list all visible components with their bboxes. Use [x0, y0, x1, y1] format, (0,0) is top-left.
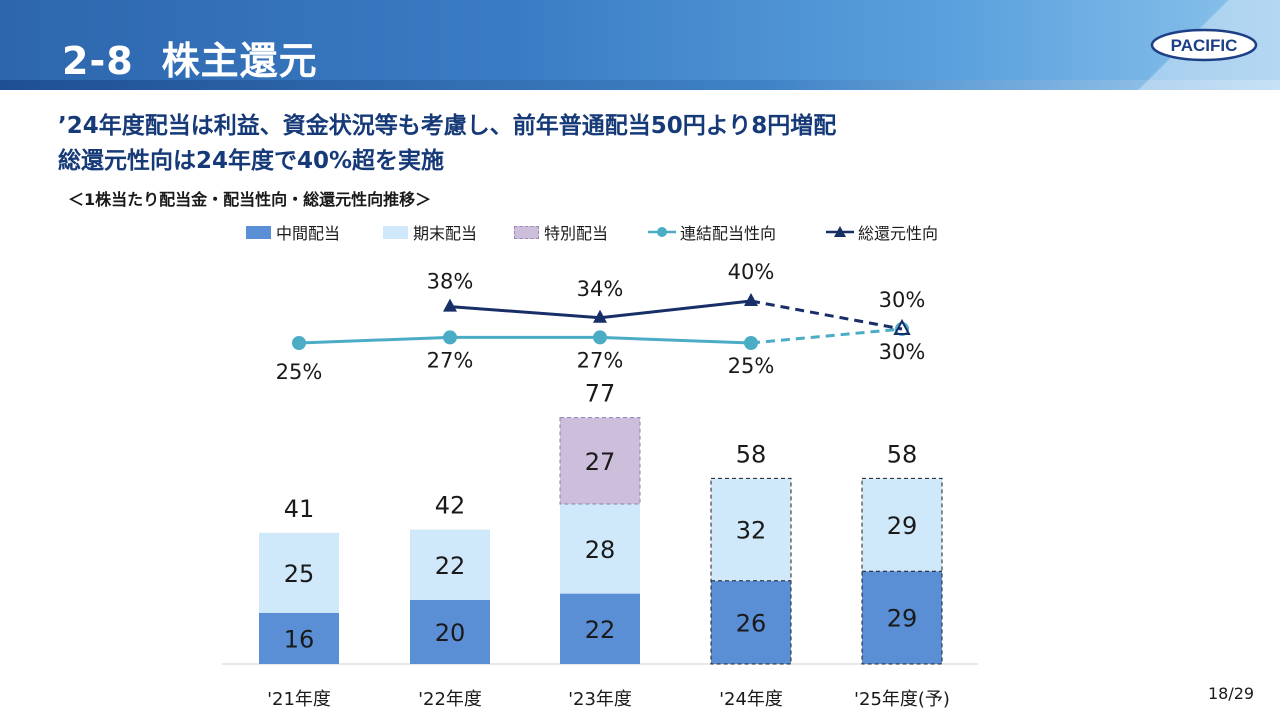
total-return-ratio-label: 30%: [879, 288, 926, 312]
total-return-ratio-label: 34%: [577, 277, 624, 301]
bar-interim: [862, 571, 942, 664]
legend-payout-marker: [648, 227, 676, 237]
bar-year-end: [259, 532, 339, 613]
bar-interim: [259, 612, 339, 664]
total-return-ratio-segment: [449, 305, 601, 320]
logo-text: PACIFIC: [1171, 36, 1238, 55]
headline-line-1: ’24年度配当は利益、資金状況等も考慮し、前年普通配当50円より8円増配: [58, 113, 837, 139]
bar-interim-label: 22: [585, 616, 616, 644]
total-return-ratio-point: [443, 298, 457, 312]
bar-year-end: [711, 478, 791, 581]
legend-payout-label: 連結配当性向: [680, 224, 777, 243]
total-return-ratio-point: [593, 309, 607, 323]
section-number: 2-8: [62, 39, 134, 83]
legend-special-label: 特別配当: [544, 224, 609, 243]
payout-ratio-point: [443, 330, 457, 345]
bar-total-label: 41: [284, 495, 315, 523]
payout-ratio-label: 27%: [577, 348, 624, 372]
legend-interim-label: 中間配当: [276, 224, 341, 243]
payout-ratio-point: [744, 336, 758, 350]
bar-total-label: 58: [736, 440, 767, 468]
total-return-ratio-segment: [599, 299, 752, 320]
pacific-logo: PACIFIC: [1150, 28, 1258, 62]
total-return-ratio-label: 40%: [728, 260, 775, 284]
total-return-ratio-point: [893, 318, 911, 335]
payout-ratio-label: 30%: [879, 340, 926, 364]
total-return-ratio-label: 38%: [427, 270, 474, 294]
bar-total-label: 77: [585, 380, 616, 408]
bar-total-label: 42: [435, 492, 466, 520]
x-tick-label: '22年度: [418, 689, 482, 710]
payout-ratio-label: 27%: [427, 348, 474, 372]
bar-special: [559, 417, 641, 505]
section-title: 株主還元: [161, 39, 318, 83]
bar-interim-label: 20: [435, 619, 466, 647]
payout-ratio-point: [292, 336, 306, 350]
payout-ratio-segment: [298, 335, 451, 345]
header-banner: 2-8 株主還元 PACIFIC: [0, 0, 1280, 90]
page-title: 2-8 株主還元: [62, 30, 318, 85]
page-number: 18/29: [1208, 684, 1255, 703]
bar-year-end: [560, 504, 640, 594]
x-tick-label: '21年度: [267, 689, 331, 710]
header-background: [0, 0, 1280, 80]
payout-ratio-label: 25%: [276, 360, 323, 384]
legend-interim-swatch: [246, 225, 271, 239]
bar-interim: [711, 580, 791, 664]
bar-interim: [560, 593, 640, 664]
bar-year-end: [410, 529, 490, 600]
legend-total-return-marker: [826, 226, 854, 237]
chart-subtitle: ＜1株当たり配当金・配当性向・総還元性向推移＞: [68, 190, 432, 209]
bar-year-end-label: 29: [887, 512, 918, 540]
payout-ratio-label: 25%: [728, 354, 775, 378]
bar-year-end-label: 25: [284, 560, 315, 588]
bar-year-end-label: 32: [736, 517, 767, 545]
bar-total-label: 58: [887, 440, 918, 468]
x-tick-label: '25年度(予): [854, 689, 950, 710]
payout-ratio-segment: [750, 327, 903, 345]
legend-year-end-label: 期末配当: [413, 224, 478, 243]
bar-year-end-label: 22: [435, 552, 466, 580]
x-tick-label: '24年度: [719, 689, 783, 710]
bar-year-end-label: 28: [585, 536, 616, 564]
x-tick-label: '23年度: [568, 689, 632, 710]
bar-special-label: 27: [585, 448, 616, 476]
legend-payout: 連結配当性向: [648, 220, 776, 244]
legend-year-end: 期末配当: [383, 220, 477, 244]
total-return-ratio-point: [744, 293, 758, 306]
bar-year-end: [862, 478, 942, 572]
payout-ratio-segment: [599, 335, 752, 345]
payout-ratio-point: [593, 330, 607, 345]
legend-interim: 中間配当: [246, 220, 340, 244]
header-stripe: [0, 80, 1280, 90]
legend-total-return: 総還元性向: [826, 220, 938, 244]
legend-total-return-label: 総還元性向: [858, 224, 939, 243]
headline-line-2: 総還元性向は24年度で40%超を実施: [58, 148, 445, 174]
bar-interim-label: 26: [736, 609, 767, 637]
legend-special-swatch: [514, 225, 539, 239]
legend-special: 特別配当: [514, 220, 608, 244]
total-return-ratio-segment: [750, 299, 903, 331]
bar-interim-label: 29: [887, 605, 918, 633]
legend-year-end-swatch: [383, 225, 408, 239]
bar-interim: [410, 600, 490, 664]
bar-interim-label: 16: [284, 625, 315, 653]
